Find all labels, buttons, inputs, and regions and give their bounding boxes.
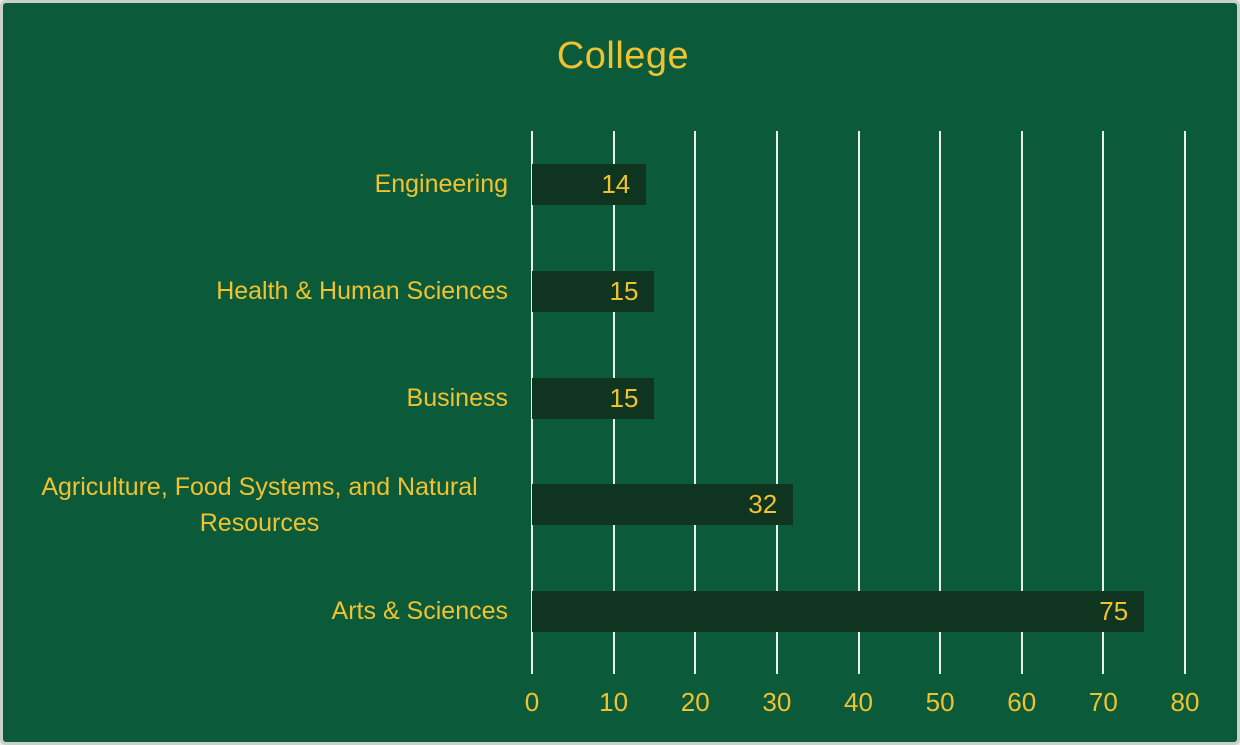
category-label: Business [11, 353, 508, 443]
axis-tick-50 [939, 665, 942, 674]
axis-tick-70 [1102, 665, 1105, 674]
gridline-x-40 [857, 131, 860, 665]
x-axis-tick-label: 50 [925, 687, 955, 717]
x-axis-tick-label: 10 [599, 687, 629, 717]
category-label-text: Health & Human Sciences [216, 277, 508, 306]
gridline-x-70 [1102, 131, 1105, 665]
gridline-x-30 [775, 131, 778, 665]
x-axis-tick-label: 40 [844, 687, 873, 717]
bar-value-label: 15 [609, 382, 639, 413]
category-label: Engineering [11, 139, 508, 229]
axis-tick-80 [1184, 665, 1186, 674]
axis-tick-40 [857, 665, 860, 674]
category-label: Health & Human Sciences [11, 246, 508, 336]
bar-health-human-sciences: 15 [532, 270, 655, 312]
axis-tick-60 [1020, 665, 1023, 674]
bar-arts-sciences: 75 [532, 591, 1145, 633]
category-label-text: Business [406, 383, 508, 412]
x-axis-tick-label: 70 [1088, 687, 1118, 717]
gridline-x-20 [694, 131, 697, 665]
gridline-x-50 [939, 131, 942, 665]
category-label: Arts & Sciences [11, 567, 508, 657]
gridline-x-80 [1184, 131, 1186, 665]
x-axis-tick-label: 30 [762, 687, 792, 717]
axis-tick-30 [775, 665, 778, 674]
bar-value-label: 15 [609, 275, 639, 306]
bar-engineering: 14 [532, 163, 647, 205]
bar-value-label: 14 [601, 168, 631, 199]
category-label-text: Agriculture, Food Systems, and Natural R… [41, 472, 478, 537]
axis-tick-20 [694, 665, 697, 674]
bar-business: 15 [532, 377, 655, 419]
chart-title: College [556, 35, 690, 77]
axis-tick-10 [612, 665, 615, 674]
x-axis-tick-label: 0 [524, 687, 540, 717]
x-axis-tick-label: 20 [680, 687, 710, 717]
bar-value-label: 75 [1099, 596, 1129, 627]
gridline-x-60 [1020, 131, 1023, 665]
category-label-text: Arts & Sciences [331, 597, 508, 626]
axis-tick-0 [531, 665, 533, 674]
category-label: Agriculture, Food Systems, and Natural R… [11, 460, 508, 550]
category-label-text: Engineering [374, 170, 508, 199]
x-axis-tick-label: 60 [1007, 687, 1037, 717]
bar-agriculture-food-systems-and-natural-resources: 32 [532, 484, 794, 526]
bar-value-label: 32 [748, 489, 778, 520]
x-axis-tick-label: 80 [1170, 687, 1200, 717]
